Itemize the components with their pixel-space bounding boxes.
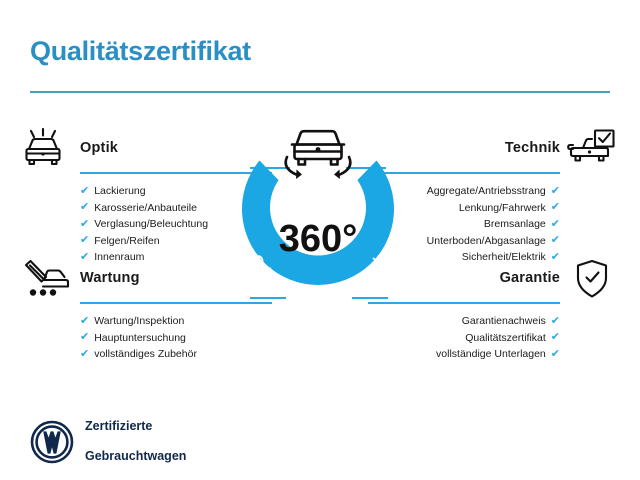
badge-arc bbox=[242, 160, 394, 286]
middle-divider-right-top bbox=[346, 167, 386, 169]
list-item-label: Hauptuntersuchung bbox=[94, 331, 186, 344]
list-item: ✔ vollständiges Zubehör bbox=[80, 346, 272, 363]
section-technik-divider bbox=[368, 172, 560, 174]
vw-roundel-logo bbox=[30, 420, 74, 464]
section-optik-title: Optik bbox=[80, 140, 119, 156]
list-item: ✔ Lackierung bbox=[80, 183, 272, 200]
list-item: ✔ Innenraum bbox=[80, 249, 272, 266]
check-icon: ✔ bbox=[80, 201, 90, 214]
list-item-label: Wartung/Inspektion bbox=[94, 315, 185, 327]
list-item: Unterboden/Abgasanlage ✔ bbox=[368, 233, 560, 250]
section-garantie-divider bbox=[368, 302, 560, 304]
list-item: ✔ Verglasung/Beleuchtung bbox=[80, 216, 272, 233]
rotate-arrow-left bbox=[334, 169, 340, 179]
list-item-label: Sicherheit/Elektrik bbox=[461, 251, 546, 263]
section-wartung-header: Wartung bbox=[22, 258, 272, 300]
wrench-car-service-icon bbox=[22, 258, 74, 300]
list-item-label: Garantienachweis bbox=[461, 315, 546, 327]
middle-divider-left-top bbox=[250, 167, 290, 169]
check-icon: ✔ bbox=[80, 234, 90, 247]
footer-logo-block: Zertifizierte Gebrauchtwagen bbox=[30, 404, 186, 479]
middle-divider-right-bottom bbox=[352, 297, 388, 299]
section-technik-title: Technik bbox=[504, 140, 560, 156]
list-item: vollständige Unterlagen ✔ bbox=[368, 346, 560, 363]
check-icon: ✔ bbox=[550, 234, 560, 247]
list-item: Aggregate/Antriebsstrang ✔ bbox=[368, 183, 560, 200]
badge-center-label: 360° bbox=[279, 218, 358, 260]
list-item-label: Lenkung/Fahrwerk bbox=[458, 201, 546, 214]
page-title: Qualitätszertifikat bbox=[30, 36, 251, 66]
car-checkbox-icon bbox=[566, 128, 618, 170]
header-divider bbox=[30, 91, 610, 93]
section-optik: Optik ✔ Lackierung ✔ Karosserie/Anbauteile… bbox=[22, 127, 272, 266]
section-garantie-header: Garantie bbox=[368, 258, 618, 300]
footer-logo-line1: Zertifizierte bbox=[85, 419, 153, 433]
section-technik: Technik Aggregate/Antriebsstrang ✔ Lenkun… bbox=[368, 128, 618, 266]
section-wartung: Wartung ✔ Wartung/Inspektion ✔ Hauptunters… bbox=[22, 258, 272, 363]
list-item-label: vollständiges Zubehör bbox=[94, 348, 197, 360]
section-optik-header: Optik bbox=[22, 127, 272, 170]
check-icon: ✔ bbox=[80, 217, 90, 230]
list-item: ✔ Felgen/Reifen bbox=[80, 233, 272, 250]
check-icon: ✔ bbox=[550, 217, 560, 230]
check-icon: ✔ bbox=[80, 314, 90, 327]
check-icon: ✔ bbox=[550, 331, 560, 344]
list-item-label: Felgen/Reifen bbox=[94, 234, 160, 247]
check-icon: ✔ bbox=[550, 250, 560, 263]
check-icon: ✔ bbox=[80, 250, 90, 263]
section-wartung-divider bbox=[80, 302, 272, 304]
list-item-label: Verglasung/Beleuchtung bbox=[94, 218, 209, 230]
footer-logo-text: Zertifizierte Gebrauchtwagen bbox=[85, 404, 186, 479]
section-technik-list: Aggregate/Antriebsstrang ✔ Lenkung/Fahrwe… bbox=[368, 183, 618, 266]
list-item: ✔ Karosserie/Anbauteile bbox=[80, 200, 272, 217]
list-item: Bremsanlage ✔ bbox=[368, 216, 560, 233]
check-icon: ✔ bbox=[550, 184, 560, 197]
list-item: Garantienachweis ✔ bbox=[368, 313, 560, 330]
list-item: Lenkung/Fahrwerk ✔ bbox=[368, 200, 560, 217]
list-item: Sicherheit/Elektrik ✔ bbox=[368, 249, 560, 266]
shield-check-icon bbox=[566, 258, 618, 300]
list-item-label: Qualitätszertifikat bbox=[465, 331, 546, 344]
list-item-label: Bremsanlage bbox=[483, 218, 546, 230]
list-item-label: Innenraum bbox=[94, 251, 145, 263]
list-item: ✔ Wartung/Inspektion bbox=[80, 313, 272, 330]
check-icon: ✔ bbox=[80, 331, 90, 344]
rotate-arrow-right bbox=[296, 169, 302, 179]
list-item: Qualitätszertifikat ✔ bbox=[368, 330, 560, 347]
section-technik-header: Technik bbox=[368, 128, 618, 170]
car-front-rotate-icon bbox=[284, 129, 352, 179]
section-garantie-title: Garantie bbox=[499, 270, 560, 286]
car-polish-shine-icon bbox=[22, 127, 74, 170]
list-item-label: Karosserie/Anbauteile bbox=[94, 201, 197, 214]
check-icon: ✔ bbox=[80, 184, 90, 197]
check-icon: ✔ bbox=[80, 347, 90, 360]
middle-divider-left-bottom bbox=[250, 297, 286, 299]
list-item: ✔ Hauptuntersuchung bbox=[80, 330, 272, 347]
section-wartung-title: Wartung bbox=[80, 270, 140, 286]
badge-360-gebrauchtwagen-check: 360° Gebrauchtwagen-Check bbox=[218, 118, 418, 318]
list-item-label: Unterboden/Abgasanlage bbox=[426, 234, 546, 247]
list-item-label: Lackierung bbox=[94, 185, 146, 197]
section-optik-list: ✔ Lackierung ✔ Karosserie/Anbauteile ✔ Verg… bbox=[22, 183, 272, 266]
footer-logo-line2: Gebrauchtwagen bbox=[85, 449, 187, 463]
list-item-label: Aggregate/Antriebsstrang bbox=[426, 185, 546, 197]
section-garantie-list: Garantienachweis ✔ Qualitätszertifikat ✔ v… bbox=[368, 313, 618, 363]
check-icon: ✔ bbox=[550, 347, 560, 360]
check-icon: ✔ bbox=[550, 314, 560, 327]
list-item-label: vollständige Unterlagen bbox=[436, 348, 546, 360]
section-wartung-list: ✔ Wartung/Inspektion ✔ Hauptuntersuchung ✔… bbox=[22, 313, 272, 363]
section-garantie: Garantie Garantienachweis ✔ Qualitätszert… bbox=[368, 258, 618, 363]
check-icon: ✔ bbox=[550, 201, 560, 214]
section-optik-divider bbox=[80, 172, 272, 174]
